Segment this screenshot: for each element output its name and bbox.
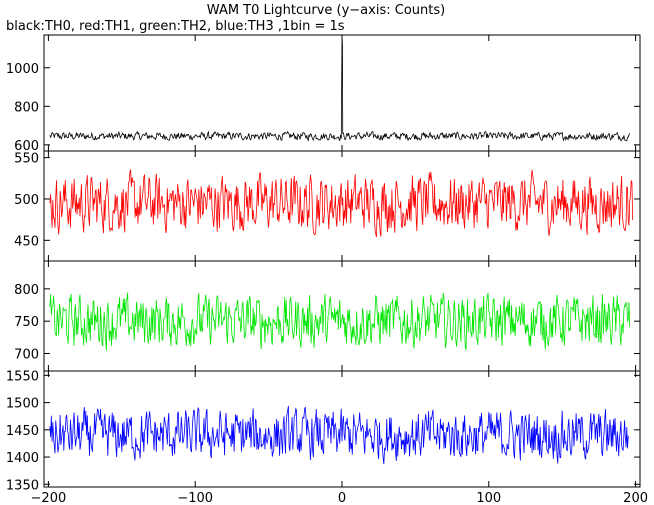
series-th1: [49, 169, 634, 238]
x-tick-label: 200: [623, 491, 648, 505]
panels: 600 800 1000 450 500 550 700 750 800 1350 1400 1450…: [6, 34, 641, 493]
y-tick-label: 1500: [6, 397, 39, 412]
y-tick-label: 450: [14, 234, 39, 249]
panel-th1: 450 500 550: [14, 150, 641, 262]
y-tick-label: 1400: [6, 451, 39, 466]
y-tick-label: 800: [14, 283, 39, 298]
series-th2: [49, 292, 631, 351]
x-tick-label: 100: [476, 491, 501, 505]
y-tick-label: 800: [14, 100, 39, 115]
y-tick-label: 700: [14, 348, 39, 363]
chart-title: WAM T0 Lightcurve (y−axis: Counts): [207, 3, 445, 18]
y-tick-label: 1000: [6, 62, 39, 77]
y-tick-label: 500: [14, 193, 39, 208]
y-tick-label: 1550: [6, 369, 39, 384]
x-tick-label: 0: [338, 491, 346, 505]
y-tick-label: 1450: [6, 424, 39, 439]
panel-frame: [43, 150, 641, 262]
chart-subtitle: black:TH0, red:TH1, green:TH2, blue:TH3 …: [6, 19, 345, 34]
y-tick-label: 550: [14, 152, 39, 167]
panel-th3: 1350 1400 1450 1500 1550: [6, 369, 641, 493]
y-tick-label: 1350: [6, 478, 39, 493]
panel-th2: 700 750 800: [14, 260, 641, 372]
x-tick-label: −100: [177, 491, 213, 505]
panel-th0: 600 800 1000: [6, 34, 641, 154]
series-th3: [49, 405, 629, 465]
y-tick-label: 600: [14, 139, 39, 154]
y-tick-label: 750: [14, 315, 39, 330]
x-axis: −200 −100 0 100 200: [31, 491, 648, 505]
x-tick-label: −200: [31, 491, 67, 505]
series-th0: [49, 36, 631, 142]
